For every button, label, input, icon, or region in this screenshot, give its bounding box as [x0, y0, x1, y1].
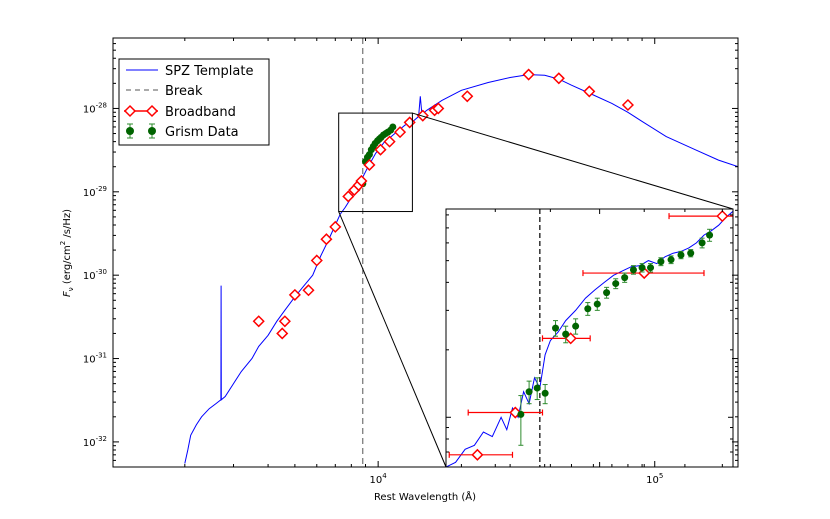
inset-grism-point — [541, 389, 549, 397]
inset-plot-content — [446, 209, 733, 467]
axis-ticks — [113, 37, 739, 468]
zoom-connector — [338, 211, 447, 468]
broadband-point — [552, 72, 565, 85]
inset-grism-point — [629, 266, 637, 274]
zoom-indicator — [338, 112, 734, 468]
inset-grism-point — [593, 300, 601, 308]
legend-label-broadband: Broadband — [165, 105, 236, 120]
legend: SPZ Template Break Broadband Grism Data — [118, 58, 270, 146]
y-tick-label: 10-29 — [83, 185, 107, 199]
legend-swatch-broadband — [123, 104, 159, 118]
inset-broadband-point — [638, 267, 651, 280]
y-tick-label: 10-31 — [83, 352, 107, 366]
y-tick-label: 10-30 — [83, 268, 107, 282]
y-tick-label: 10-32 — [83, 435, 107, 449]
inset-plot — [445, 208, 734, 468]
inset-grism-point — [657, 258, 665, 266]
inset-grism-point — [525, 388, 533, 396]
inset-grism-point — [706, 231, 714, 239]
legend-box — [118, 58, 270, 146]
zoom-connector — [412, 112, 734, 210]
broadband-point — [252, 315, 265, 328]
broadband-point — [416, 109, 429, 122]
grism-point — [389, 123, 397, 131]
x-axis-label: Rest Wavelength (Å) — [374, 490, 476, 503]
inset-grism-point — [687, 249, 695, 257]
inset-grism-point — [552, 324, 560, 332]
broadband-point — [310, 254, 323, 267]
legend-label-template: SPZ Template — [165, 64, 253, 79]
y-tick-label: 10-28 — [83, 101, 107, 115]
inset-broadband-point — [716, 210, 729, 223]
broadband-point — [432, 102, 445, 115]
inset-grism-point — [603, 289, 611, 297]
broadband-point — [276, 327, 289, 340]
inset-grism-point — [647, 264, 655, 272]
x-tick-label: 104 — [370, 472, 388, 486]
broadband-point — [278, 315, 291, 328]
broadband-point — [583, 85, 596, 98]
inset-grism-point — [667, 256, 675, 264]
y-axis-label: Fν (erg/cm2 /s/Hz) — [59, 209, 75, 297]
broadband-point — [329, 220, 342, 233]
inset-broadband-point — [471, 448, 484, 461]
broadband-point — [522, 68, 535, 81]
inset-grism-point — [584, 305, 592, 313]
inset-grism-point — [638, 264, 646, 272]
broadband-point — [363, 158, 376, 172]
legend-label-break: Break — [165, 84, 203, 99]
broadband-point — [383, 135, 396, 148]
broadband-point — [461, 90, 474, 103]
broadband-point — [393, 126, 407, 139]
broadband-point — [302, 284, 315, 297]
broadband-point — [320, 233, 333, 246]
plot-frame — [112, 37, 739, 468]
x-tick-label: 105 — [646, 472, 663, 486]
inset-grism-point — [621, 274, 629, 282]
legend-label-grism: Grism Data — [165, 125, 239, 140]
inset-template-line — [446, 210, 733, 467]
inset-grism-point — [698, 239, 706, 247]
broadband-point — [342, 190, 355, 203]
broadband-point — [621, 98, 634, 112]
inset-grism-point — [677, 251, 685, 259]
legend-swatch-grism — [126, 123, 156, 139]
zoom-box — [338, 112, 413, 213]
main-plot-content — [184, 38, 738, 467]
broadband-point — [374, 143, 387, 156]
inset-grism-point — [517, 410, 525, 418]
broadband-point — [288, 288, 301, 301]
inset-grism-point — [533, 384, 541, 392]
inset-grism-point — [572, 322, 580, 330]
broadband-point — [355, 174, 368, 188]
inset-grism-point — [562, 330, 570, 338]
inset-grism-point — [612, 280, 620, 288]
